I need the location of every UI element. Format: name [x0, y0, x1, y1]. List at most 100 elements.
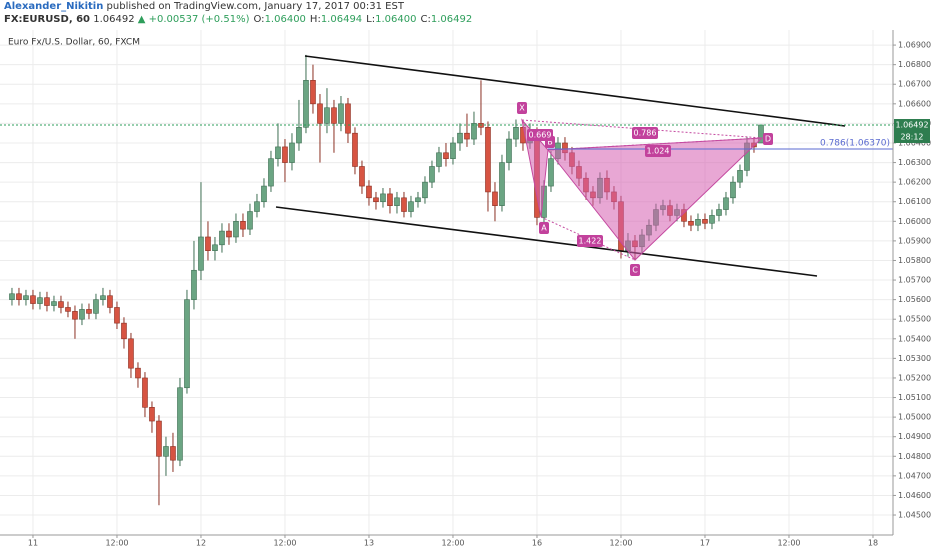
candle-body — [51, 301, 57, 306]
y-tick-label: 1.06200 — [898, 178, 931, 187]
candle-body — [142, 377, 148, 408]
header: Alexander_Nikitin published on TradingVi… — [4, 0, 472, 26]
candle-body — [268, 158, 274, 187]
price: 1.06492 — [93, 14, 135, 25]
candle-body — [408, 201, 414, 212]
candle-body — [702, 219, 708, 224]
quote-key: L: — [366, 14, 376, 25]
change: ▲ +0.00537 (+0.51%) — [137, 14, 250, 25]
candle-body — [170, 446, 176, 461]
x-tick-label: 11 — [28, 539, 38, 548]
quote-value: 1.06400 — [264, 14, 306, 25]
candle-body — [485, 127, 491, 193]
candle-body — [16, 293, 22, 300]
candle-body — [688, 221, 694, 226]
candle-body — [380, 193, 386, 203]
candle-body — [716, 209, 722, 216]
y-tick-label: 1.05000 — [898, 413, 931, 422]
y-tick-label: 1.05200 — [898, 373, 931, 382]
ratio-box — [645, 145, 671, 157]
ratio-label: 1.024 — [647, 147, 670, 156]
axes: 1.04500 1.04600 1.04700 1.04800 1.04900 1.050… — [28, 41, 931, 548]
point-label: B — [547, 138, 553, 147]
candle-body — [450, 142, 456, 159]
ratio-line — [521, 119, 549, 151]
y-tick-label: 1.05800 — [898, 256, 931, 265]
countdown: 28:12 — [900, 133, 923, 142]
x-tick-label: 12:00 — [609, 539, 632, 548]
candle-body — [422, 181, 428, 199]
y-tick-label: 1.06100 — [898, 197, 931, 206]
x-tick-label: 13 — [364, 539, 374, 548]
quote-key: C: — [420, 14, 431, 25]
quote-line: FX:EURUSD, 60 1.06492 ▲ +0.00537 (+0.51%… — [4, 13, 472, 26]
point-label: A — [541, 224, 547, 233]
candle-body — [429, 166, 435, 183]
candle-body — [436, 152, 442, 167]
candle-body — [121, 322, 127, 340]
candle-body — [191, 269, 197, 300]
candle-body — [373, 197, 379, 203]
y-tick-label: 1.04900 — [898, 432, 931, 441]
candle-body — [471, 123, 477, 140]
candle-body — [366, 185, 372, 199]
published: published on TradingView.com, January 17… — [106, 1, 404, 12]
candle-body — [205, 236, 211, 251]
author: Alexander_Nikitin — [4, 1, 104, 12]
candle-body — [506, 138, 512, 163]
candle-body — [254, 201, 260, 212]
quote-key: O: — [253, 14, 265, 25]
ratio-label: 1.422 — [579, 237, 602, 246]
point-box — [763, 133, 773, 145]
candle-body — [513, 127, 519, 140]
quote-value: 1.06400 — [375, 14, 417, 25]
candle-body — [457, 132, 463, 144]
point-box — [517, 102, 527, 114]
ratio-line — [540, 216, 636, 261]
quote-value: 1.06494 — [320, 14, 363, 25]
y-tick-label: 1.04700 — [898, 471, 931, 480]
candle-body — [464, 132, 470, 140]
candle-body — [114, 307, 120, 324]
ratio-box — [577, 235, 603, 247]
ohlc: O:1.06400 H:1.06494 L:1.06400 C:1.06492 — [249, 14, 472, 25]
candle-body — [184, 299, 190, 389]
candle-body — [65, 307, 71, 312]
point-label: C — [632, 266, 638, 275]
quote-value: 1.06492 — [430, 14, 473, 25]
y-tick-label: 1.05900 — [898, 236, 931, 245]
candle-body — [9, 293, 15, 300]
candle-body — [401, 197, 407, 212]
candle-body — [359, 166, 365, 187]
chart-title: Euro Fx/U.S. Dollar, 60, FXCM — [8, 38, 140, 48]
symbol: FX:EURUSD, 60 — [4, 14, 91, 25]
x-tick-label: 17 — [700, 539, 710, 548]
last-price-tag — [894, 119, 930, 143]
x-tick-label: 12:00 — [105, 539, 128, 548]
x-tick-label: 12:00 — [273, 539, 296, 548]
candle-body — [709, 215, 715, 224]
level-label: 0.786(1.06370) — [820, 139, 890, 149]
publish-line: Alexander_Nikitin published on TradingVi… — [4, 0, 472, 13]
candle-body — [233, 221, 239, 238]
x-tick-label: 18 — [868, 539, 878, 548]
x-tick-label: 12:00 — [441, 539, 464, 548]
candle-body — [289, 142, 295, 163]
point-label: X — [519, 104, 525, 113]
grid — [0, 30, 893, 535]
candle-body — [415, 197, 421, 203]
point-box — [630, 264, 640, 276]
candle-body — [58, 301, 64, 308]
ratio-label: 0.786 — [634, 129, 657, 138]
trend-line — [304, 55, 846, 127]
candle-body — [44, 297, 50, 306]
candle-body — [499, 162, 505, 206]
y-tick-label: 1.06900 — [898, 41, 931, 50]
candle-body — [86, 309, 92, 314]
candle-body — [79, 309, 85, 320]
candle-body — [548, 158, 554, 187]
y-tick-label: 1.04800 — [898, 452, 931, 461]
candle-body — [198, 236, 204, 271]
y-tick-label: 1.05400 — [898, 334, 931, 343]
